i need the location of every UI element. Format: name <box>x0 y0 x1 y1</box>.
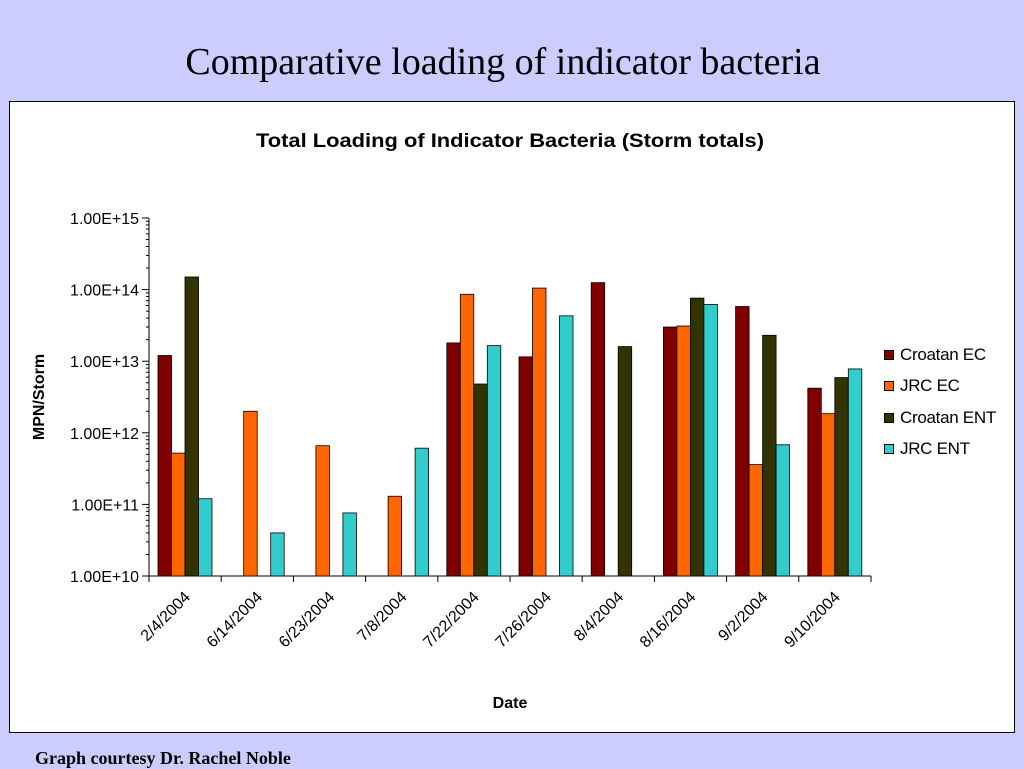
credit-footer: Graph courtesy Dr. Rachel Noble <box>35 748 291 768</box>
bar-jrc-ec <box>820 413 836 577</box>
bar-jrc-ent <box>486 345 502 577</box>
x-tick-label: 7/22/2004 <box>420 589 482 651</box>
legend-swatch <box>884 381 894 392</box>
x-tick-label: 6/14/2004 <box>204 589 266 651</box>
bar-jrc-ent <box>270 532 285 577</box>
x-tick-label: 2/4/2004 <box>138 589 194 645</box>
bar-jrc-ent <box>414 447 430 577</box>
x-tick-label: 8/16/2004 <box>637 589 699 651</box>
x-tick-label: 8/4/2004 <box>571 589 627 645</box>
y-tick-label: 1.00E+13 <box>70 354 139 371</box>
bar-croatan-ec <box>157 355 172 577</box>
chart-frame: Total Loading of Indicator Bacteria (Sto… <box>9 101 1015 733</box>
bar-jrc-ent <box>559 315 574 577</box>
legend-item: Croatan ENT <box>884 402 996 434</box>
chart-legend: Croatan EC JRC EC Croatan ENT JRC ENT <box>884 339 996 465</box>
legend-label: JRC EC <box>900 376 960 396</box>
bar-jrc-ent <box>703 304 718 577</box>
legend-label: JRC ENT <box>900 439 970 459</box>
y-axis-label: MPN/Storm <box>31 354 48 440</box>
bar-jrc-ec <box>748 464 763 577</box>
bar-jrc-ent <box>342 512 357 577</box>
bar-croatan-ec <box>446 342 461 577</box>
x-tick-label: 7/8/2004 <box>354 589 410 645</box>
legend-label: Croatan EC <box>900 344 986 364</box>
legend-item: JRC EC <box>884 371 996 403</box>
bar-croatan-ec <box>807 387 822 577</box>
bar-croatan-ec <box>590 282 606 577</box>
bar-croatan-ec <box>735 306 750 577</box>
bar-croatan-ent <box>184 276 199 577</box>
y-tick-label: 1.00E+10 <box>70 569 139 586</box>
x-axis-label: Date <box>493 695 528 712</box>
bar-croatan-ec <box>518 356 533 577</box>
legend-label: Croatan ENT <box>900 407 996 427</box>
slide-title: Comparative loading of indicator bacteri… <box>185 41 821 83</box>
bar-croatan-ent <box>617 346 633 577</box>
bar-croatan-ent <box>834 377 849 577</box>
y-tick-label: 1.00E+11 <box>71 497 139 514</box>
legend-item: Croatan EC <box>884 339 996 371</box>
bar-croatan-ent <box>473 383 488 577</box>
bar-jrc-ec <box>243 410 258 577</box>
y-tick-label: 1.00E+15 <box>70 211 139 228</box>
legend-swatch <box>884 444 894 455</box>
x-tick-label: 9/10/2004 <box>781 589 843 651</box>
bar-jrc-ec <box>171 452 186 577</box>
bar-jrc-ent <box>198 498 213 577</box>
bar-croatan-ent <box>690 297 705 577</box>
bar-jrc-ec <box>387 495 403 577</box>
bar-croatan-ec <box>663 326 678 577</box>
chart-title: Total Loading of Indicator Bacteria (Sto… <box>256 131 764 152</box>
legend-swatch <box>884 349 894 360</box>
bar-croatan-ent <box>762 334 777 577</box>
legend-swatch <box>884 412 894 423</box>
y-tick-label: 1.00E+12 <box>70 426 139 443</box>
bar-jrc-ec <box>459 293 475 577</box>
bar-jrc-ent <box>775 444 790 577</box>
bar-jrc-ec <box>315 445 330 577</box>
bar-jrc-ec <box>676 325 691 577</box>
bar-chart: Total Loading of Indicator Bacteria (Sto… <box>31 131 872 712</box>
legend-item: JRC ENT <box>884 434 996 466</box>
x-tick-label: 7/26/2004 <box>493 589 555 651</box>
x-tick-label: 9/2/2004 <box>715 589 771 645</box>
bar-jrc-ent <box>847 368 863 577</box>
y-tick-label: 1.00E+14 <box>70 283 139 300</box>
bar-jrc-ec <box>532 287 547 577</box>
x-tick-label: 6/23/2004 <box>276 589 338 651</box>
